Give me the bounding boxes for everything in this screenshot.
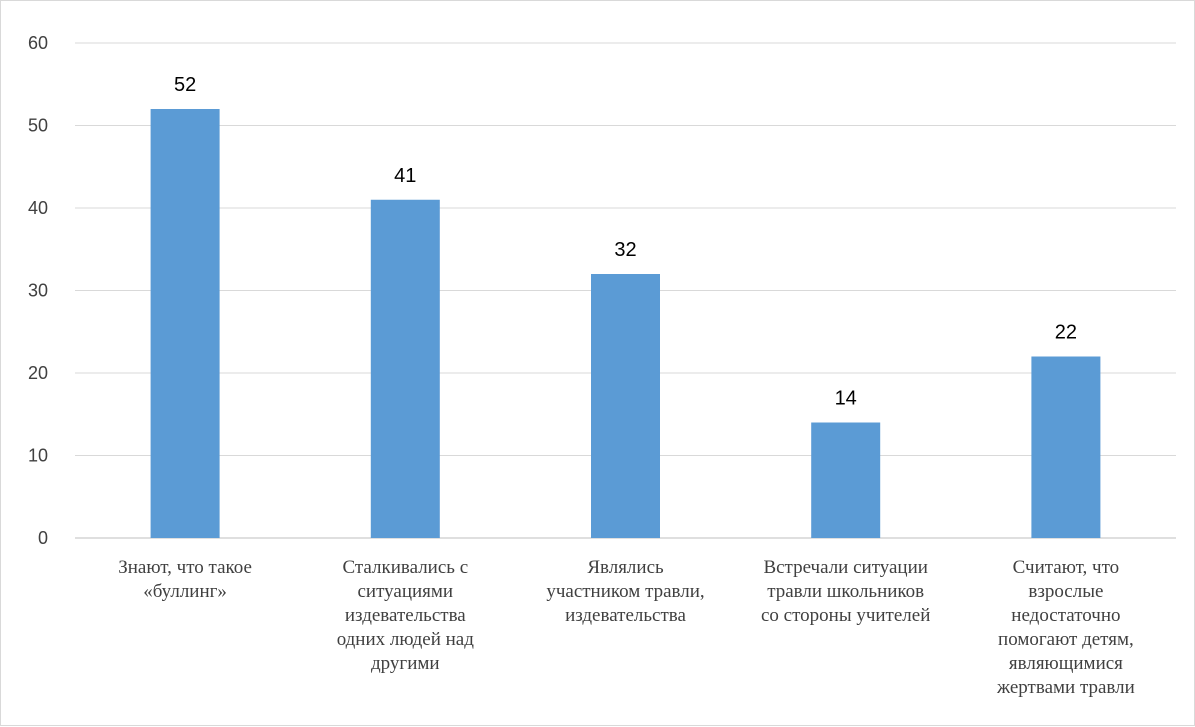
y-tick-label: 60 (28, 33, 48, 53)
bar (1031, 356, 1101, 538)
y-tick-label: 50 (28, 116, 48, 136)
bar (811, 422, 881, 538)
bar (591, 274, 660, 538)
y-tick-label: 10 (28, 446, 48, 466)
bars (150, 109, 1101, 538)
data-label: 22 (1055, 322, 1077, 344)
category-label: Встречали ситуации травли школьников со ст… (761, 557, 930, 626)
data-label: 41 (394, 165, 416, 187)
category-label: Считают, что взрослые недостаточно помогают… (996, 557, 1135, 698)
data-label: 52 (174, 74, 196, 96)
bar (370, 199, 440, 538)
category-label: Являлись участником травли, издевательства (546, 557, 704, 626)
y-axis-ticks: 0 10 20 30 40 50 60 (28, 33, 48, 548)
data-label: 14 (835, 388, 857, 410)
category-label: Сталкивались с ситуациями издевательства од… (337, 557, 475, 674)
bar (150, 109, 220, 538)
y-tick-label: 0 (38, 528, 48, 548)
category-label: Знают, что такое «буллинг» (118, 557, 252, 602)
y-tick-label: 40 (28, 198, 48, 218)
data-labels: 52 41 32 14 22 (174, 74, 1077, 410)
y-tick-label: 30 (28, 281, 48, 301)
data-label: 32 (614, 239, 636, 261)
y-tick-label: 20 (28, 363, 48, 383)
